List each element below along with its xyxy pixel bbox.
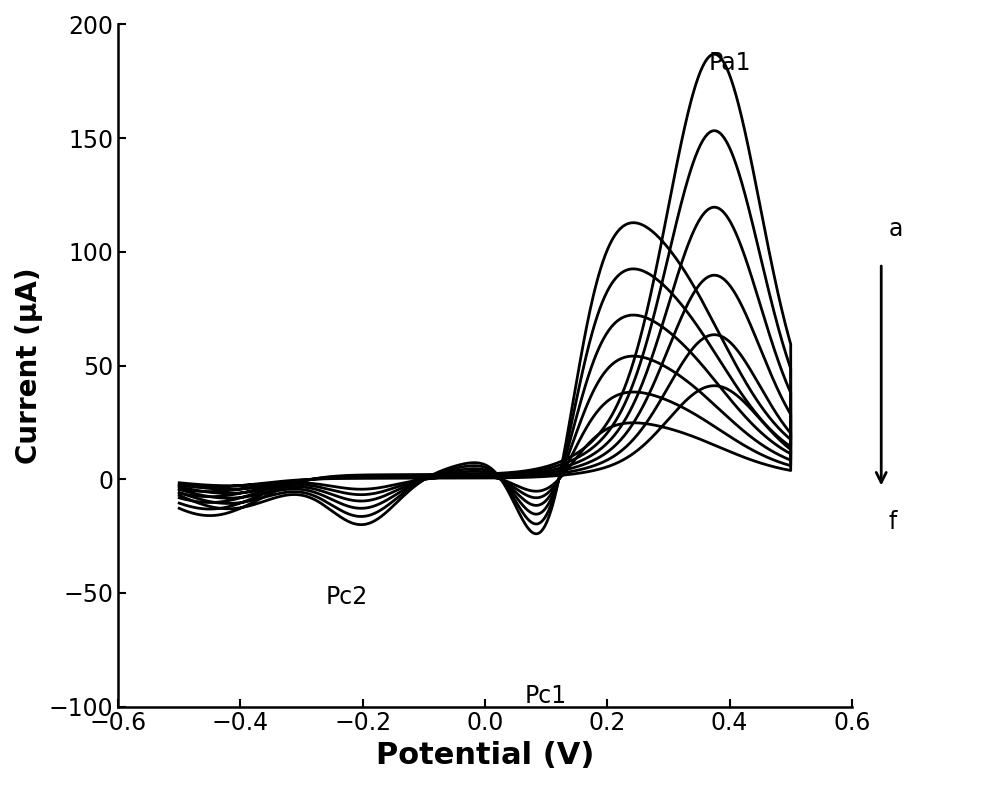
Text: a: a: [889, 217, 903, 241]
X-axis label: Potential (V): Potential (V): [376, 741, 594, 770]
Text: Pa1: Pa1: [708, 50, 751, 75]
Text: Pc1: Pc1: [525, 684, 567, 708]
Y-axis label: Current (μA): Current (μA): [15, 267, 43, 464]
Text: Pc2: Pc2: [326, 586, 368, 609]
Text: f: f: [889, 510, 897, 535]
